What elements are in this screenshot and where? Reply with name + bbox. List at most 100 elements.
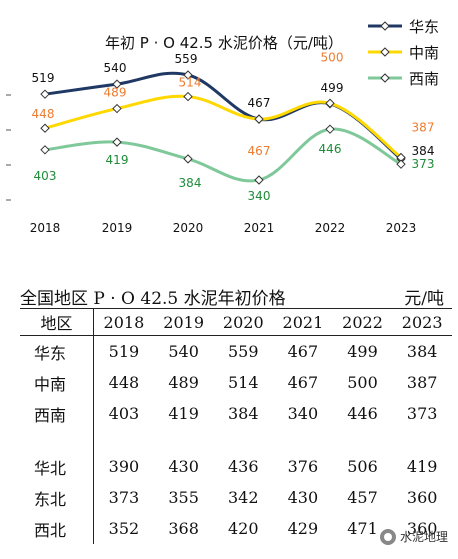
data-label: 448 [32, 107, 55, 121]
table-body: 华东 519 540 559 467 499 384 中南 448 489 514 467 500 387… [20, 335, 452, 544]
price-cell: 360 [406, 488, 438, 507]
price-cell: 430 [168, 457, 199, 476]
header-year: 2019 [153, 308, 214, 336]
data-label: 340 [248, 189, 271, 203]
table-header-row: 地区 2018 2019 2020 2021 2022 2023 [20, 308, 452, 336]
data-label: 387 [412, 120, 435, 134]
price-cell: 457 [347, 488, 378, 507]
price-cell: 355 [168, 488, 199, 507]
data-label: 384 [179, 176, 202, 190]
legend-label-1: 中南 [409, 44, 439, 62]
x-tick-label: 2019 [102, 221, 133, 235]
data-point [325, 124, 335, 134]
price-cell: 429 [287, 519, 319, 538]
table-row: 西南 403 419 384 340 446 373 [20, 398, 452, 429]
price-cell: 471 [347, 519, 378, 538]
data-label: 499 [321, 81, 344, 95]
table-row: 东北 373 355 342 430 457 360 [20, 482, 452, 513]
price-cell: 420 [227, 519, 259, 538]
price-cell: 390 [108, 457, 140, 476]
data-label: 403 [34, 169, 57, 183]
header-year: 2023 [392, 308, 452, 336]
legend-label-0: 华东 [409, 18, 439, 36]
price-cell: 489 [168, 373, 199, 392]
data-point [183, 154, 193, 164]
table-row: 中南 448 489 514 467 500 387 [20, 367, 452, 398]
price-cell: 467 [287, 373, 319, 392]
header-year: 2020 [213, 308, 274, 336]
data-point [40, 123, 50, 133]
price-cell: 373 [406, 404, 438, 423]
wechat-account-icon [379, 528, 396, 545]
series-line-2 [44, 127, 402, 183]
data-point [112, 79, 122, 89]
price-cell: 448 [108, 373, 140, 392]
price-cell: 506 [347, 457, 378, 476]
price-cell: 384 [227, 404, 259, 423]
price-cell: 360 [406, 519, 438, 538]
region-cell: 东北 [20, 482, 94, 513]
legend-marker-2 [380, 73, 390, 83]
price-cell: 368 [168, 519, 199, 538]
price-cell: 467 [287, 342, 319, 361]
header-year: 2018 [93, 308, 154, 336]
header-year: 2022 [332, 308, 393, 336]
watermark-text: 水泥地理 [399, 530, 448, 544]
data-point [254, 175, 264, 185]
data-point [40, 145, 50, 155]
data-label: 519 [32, 71, 55, 85]
data-point [112, 137, 122, 147]
price-cell: 514 [227, 373, 259, 392]
series-line-0 [44, 71, 402, 161]
data-label: 467 [248, 96, 271, 110]
price-cell: 376 [287, 457, 319, 476]
data-label: 446 [319, 142, 342, 156]
price-cell: 342 [227, 488, 259, 507]
table-row: 华北 390 430 436 376 506 419 [20, 451, 452, 482]
price-cell: 559 [227, 342, 259, 361]
table-row: 华东 519 540 559 467 499 384 [20, 335, 452, 367]
header-year: 2021 [273, 308, 333, 336]
data-point [254, 114, 264, 124]
region-cell: 华北 [20, 451, 94, 482]
data-point [396, 159, 406, 169]
price-cell: 500 [347, 373, 378, 392]
price-cell: 340 [287, 404, 319, 423]
price-cell: 352 [108, 519, 140, 538]
price-cell: 384 [406, 342, 438, 361]
data-label: 467 [248, 144, 271, 158]
table-unit: 元/吨 [404, 289, 444, 309]
legend-marker-0 [380, 21, 390, 31]
chart-series: 519 540 559 467 499 384 448 489 514 467 500 387 403 4… [32, 50, 435, 203]
price-cell: 499 [347, 342, 378, 361]
data-label: 373 [412, 157, 435, 171]
data-point [183, 70, 193, 80]
legend-label-2: 西南 [409, 70, 439, 88]
x-tick-label: 2021 [244, 221, 275, 235]
data-label: 540 [104, 61, 127, 75]
price-cell: 403 [108, 404, 140, 423]
x-tick-label: 2020 [173, 221, 204, 235]
price-cell: 387 [406, 373, 438, 392]
table-title: 全国地区 P · O 42.5 水泥年初价格 [20, 289, 286, 309]
x-tick-label: 2018 [30, 221, 61, 235]
region-cell: 中南 [20, 367, 94, 398]
table-row: 西北 352 368 420 429 471 360 [20, 513, 452, 544]
data-point [325, 98, 335, 108]
x-tick-label: 2022 [315, 221, 346, 235]
data-point [40, 89, 50, 99]
data-label: 514 [179, 76, 202, 90]
price-cell: 519 [108, 342, 140, 361]
price-cell: 430 [287, 488, 319, 507]
data-label: 500 [321, 50, 344, 64]
region-cell: 华东 [20, 335, 94, 367]
x-axis-labels: 2018 2019 2020 2021 2022 2023 [30, 221, 417, 235]
data-label: 489 [104, 86, 127, 100]
data-point [183, 91, 193, 102]
data-point [112, 103, 122, 114]
watermark: 水泥地理 [379, 528, 448, 545]
series-line-1 [44, 94, 402, 159]
data-label: 384 [412, 144, 435, 158]
